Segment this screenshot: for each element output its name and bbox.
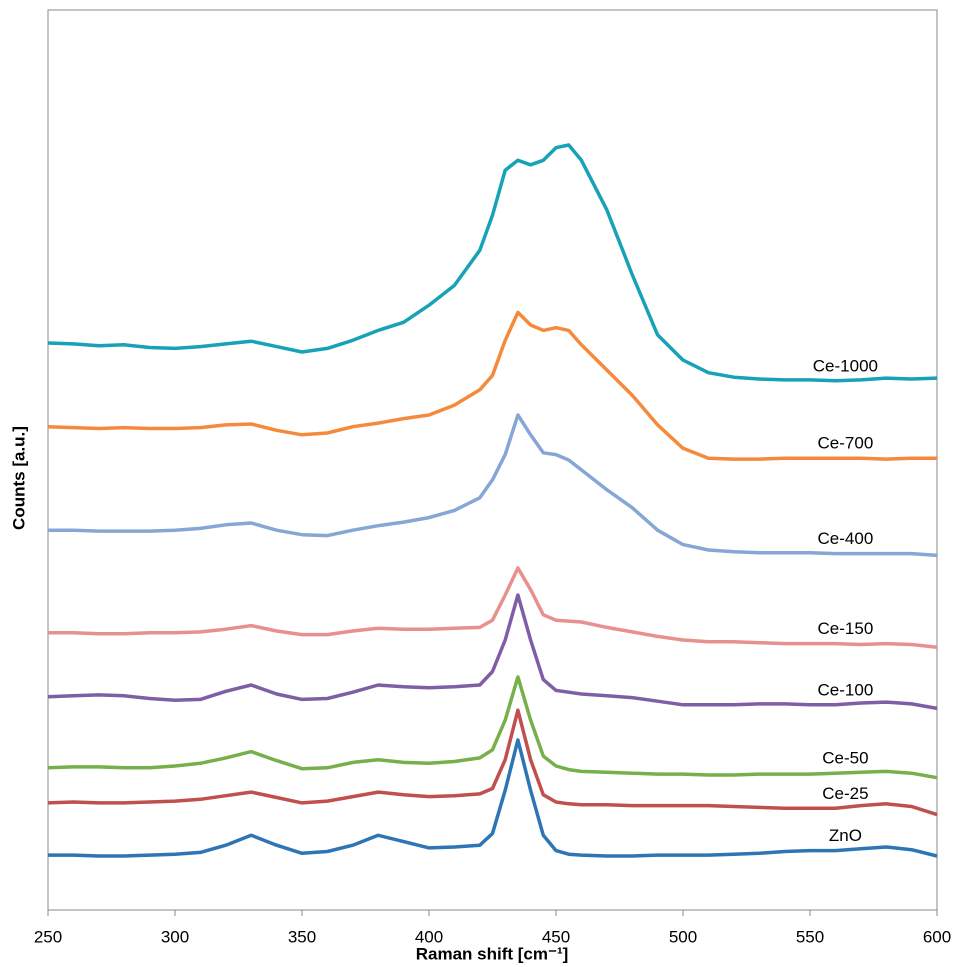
series-label: Ce-25 (822, 784, 868, 803)
series-label: Ce-50 (822, 749, 868, 768)
x-axis-title: Raman shift [cm⁻¹] (416, 944, 569, 963)
series-label: Ce-700 (818, 434, 874, 453)
x-tick-label: 350 (288, 927, 316, 946)
series-label: Ce-150 (818, 619, 874, 638)
x-tick-label: 450 (542, 927, 570, 946)
series-line (48, 738, 938, 858)
series-line (48, 566, 938, 649)
series-line (47, 143, 938, 383)
series-label: Ce-100 (818, 680, 874, 699)
series-label: ZnO (829, 826, 862, 845)
series-line (47, 310, 937, 461)
x-tick-label: 550 (796, 927, 824, 946)
x-tick-label: 400 (415, 927, 443, 946)
x-tick-label: 250 (34, 927, 62, 946)
series-line (48, 413, 938, 558)
y-axis-title: Counts [a.u.] (9, 426, 28, 530)
series-line (47, 593, 938, 711)
plot-frame (47, 9, 938, 911)
x-tick-label: 500 (669, 927, 697, 946)
series-label: Ce-400 (818, 529, 874, 548)
series-line (47, 708, 938, 817)
series-line (47, 675, 938, 780)
x-tick-label: 300 (161, 927, 189, 946)
series-label: Ce-1000 (813, 356, 878, 375)
x-tick-label: 600 (923, 927, 951, 946)
